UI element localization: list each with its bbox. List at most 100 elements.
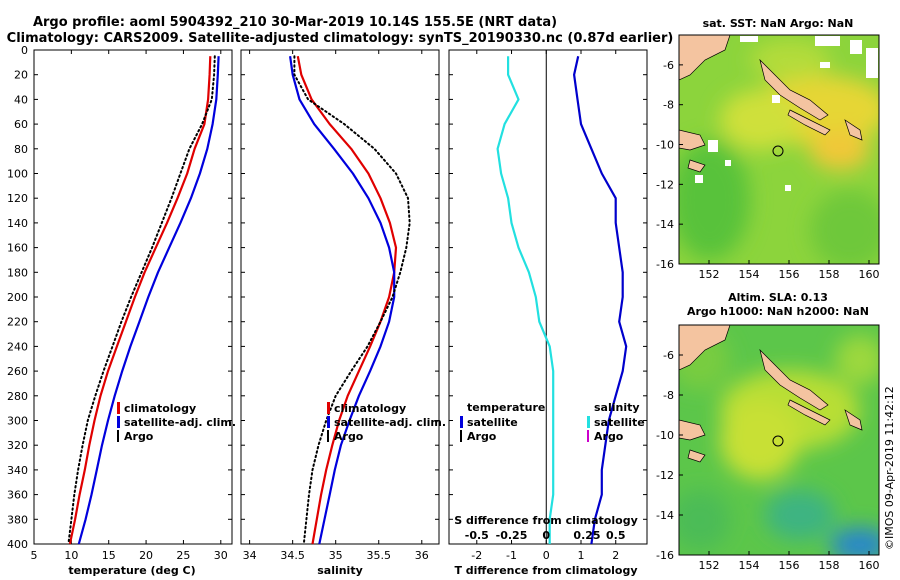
legend-satellite-swatch xyxy=(327,416,330,428)
depth-tick-label: 140 xyxy=(7,217,28,230)
legend-argo-label: Argo xyxy=(334,430,364,443)
map-y-tick-label: -14 xyxy=(656,218,674,231)
x-tick-label: -2 xyxy=(471,549,482,562)
argo-location-marker xyxy=(772,145,784,157)
salinity-xlabel: salinity xyxy=(317,564,363,577)
s-tick-label: 0.25 xyxy=(573,529,600,542)
sst-map xyxy=(679,35,879,264)
legend-climatology-swatch xyxy=(327,402,330,414)
depth-tick-label: 400 xyxy=(7,538,28,551)
depth-tick-label: 240 xyxy=(7,340,28,353)
depth-tick-label: 280 xyxy=(7,390,28,403)
x-tick-label: 1 xyxy=(578,549,585,562)
sla-map-title: Altim. SLA: 0.13 xyxy=(728,291,828,304)
depth-tick-label: 180 xyxy=(7,266,28,279)
imos-credit: ©IMOS 09-Apr-2019 11:42:12 xyxy=(883,386,896,550)
x-tick-label: 34 xyxy=(243,549,257,562)
legend-sal-satellite-swatch xyxy=(587,416,590,428)
x-tick-label: 34.5 xyxy=(280,549,305,562)
depth-tick-label: 0 xyxy=(21,44,28,57)
depth-tick-label: 340 xyxy=(7,464,28,477)
depth-tick-label: 360 xyxy=(7,489,28,502)
legend-satellite-label: satellite-adj. clim. xyxy=(124,416,236,429)
map-y-tick-label: -6 xyxy=(663,349,674,362)
map-y-tick-label: -8 xyxy=(663,99,674,112)
x-tick-label: 35 xyxy=(329,549,343,562)
s-tick-label: -0.5 xyxy=(465,529,489,542)
series-line-climatology xyxy=(68,56,212,545)
depth-tick-label: 80 xyxy=(14,143,28,156)
difference-xlabel: T difference from climatology xyxy=(454,564,637,577)
series-line-argo xyxy=(293,55,411,545)
legend-argo-label: Argo xyxy=(124,430,154,443)
map-x-tick-label: 158 xyxy=(819,268,840,281)
map-x-tick-label: 158 xyxy=(819,559,840,572)
s-tick-label: 0 xyxy=(542,529,550,542)
legend-climatology-swatch xyxy=(117,402,120,414)
legend-satellite-swatch xyxy=(117,416,120,428)
x-tick-label: 20 xyxy=(139,549,153,562)
map-y-tick-label: -12 xyxy=(656,469,674,482)
difference-panel xyxy=(448,49,648,545)
x-tick-label: 36 xyxy=(415,549,429,562)
x-tick-label: 15 xyxy=(102,549,116,562)
temperature-legend: climatology satellite-adj. clim. Argo xyxy=(117,402,236,443)
series-line-salinity-satellite xyxy=(572,55,628,545)
legend-temperature-title: temperature xyxy=(467,401,545,414)
x-tick-label: 10 xyxy=(64,549,78,562)
legend-temp-satellite-label: satellite xyxy=(467,416,518,429)
difference-legend-salinity: salinity satellite Argo xyxy=(587,401,645,443)
map-y-tick-label: -16 xyxy=(656,258,674,271)
x-tick-label: 25 xyxy=(176,549,190,562)
depth-tick-label: 200 xyxy=(7,291,28,304)
depth-tick-label: 60 xyxy=(14,118,28,131)
argo-location-marker xyxy=(772,435,784,447)
depth-tick-label: 260 xyxy=(7,365,28,378)
sla-map xyxy=(679,325,879,555)
map-x-tick-label: 154 xyxy=(739,559,760,572)
legend-temp-argo-label: Argo xyxy=(467,430,497,443)
s-tick-label: 0.5 xyxy=(606,529,626,542)
x-tick-label: 30 xyxy=(214,549,228,562)
map-x-tick-label: 152 xyxy=(699,268,720,281)
map-y-tick-label: -8 xyxy=(663,389,674,402)
map-x-tick-label: 156 xyxy=(779,268,800,281)
map-x-tick-label: 160 xyxy=(859,559,880,572)
legend-sal-argo-label: Argo xyxy=(594,430,624,443)
difference-x-ticks: -2 -1 0 1 2 xyxy=(471,50,619,562)
map-x-tick-label: 154 xyxy=(739,268,760,281)
x-tick-label: 0 xyxy=(543,549,550,562)
depth-axis: 0 20 40 60 80 100 120 140 160 180 200 220 240 260 280 3… xyxy=(7,44,647,551)
depth-tick-label: 320 xyxy=(7,439,28,452)
legend-climatology-label: climatology xyxy=(124,402,196,415)
legend-temp-satellite-swatch xyxy=(460,416,463,428)
s-difference-ticks: -0.5 -0.25 0 0.25 0.5 xyxy=(465,529,626,542)
depth-tick-label: 100 xyxy=(7,168,28,181)
legend-argo-swatch xyxy=(117,430,119,442)
difference-lines xyxy=(496,55,628,545)
salinity-panel xyxy=(240,49,440,545)
map-y-tick-label: -14 xyxy=(656,509,674,522)
depth-tick-label: 20 xyxy=(14,69,28,82)
map-y-tick-label: -10 xyxy=(656,139,674,152)
x-tick-label: 5 xyxy=(31,549,38,562)
temperature-lines xyxy=(67,55,220,545)
s-tick-label: -0.25 xyxy=(496,529,528,542)
x-tick-label: 2 xyxy=(612,549,619,562)
map-y-tick-label: -6 xyxy=(663,59,674,72)
legend-satellite-label: satellite-adj. clim. xyxy=(334,416,446,429)
sst-map-axes: 152 154 156 158 160 -6 -8 -10 -12 -14 -16 xyxy=(656,59,879,281)
map-y-tick-label: -12 xyxy=(656,178,674,191)
series-line-satellite-adj-clim- xyxy=(77,56,220,545)
map-x-tick-label: 152 xyxy=(699,559,720,572)
sla-map-subtitle: Argo h1000: NaN h2000: NaN xyxy=(687,305,869,318)
legend-argo-swatch xyxy=(327,430,329,442)
map-y-tick-label: -16 xyxy=(656,549,674,562)
x-tick-label: 35.5 xyxy=(366,549,391,562)
header-line-1: Argo profile: aoml 5904392_210 30-Mar-20… xyxy=(33,15,557,30)
map-y-tick-label: -10 xyxy=(656,429,674,442)
x-tick-label: -1 xyxy=(506,549,517,562)
s-difference-label: S difference from climatology xyxy=(454,514,638,527)
header-line-2: Climatology: CARS2009. Satellite-adjuste… xyxy=(7,31,674,46)
